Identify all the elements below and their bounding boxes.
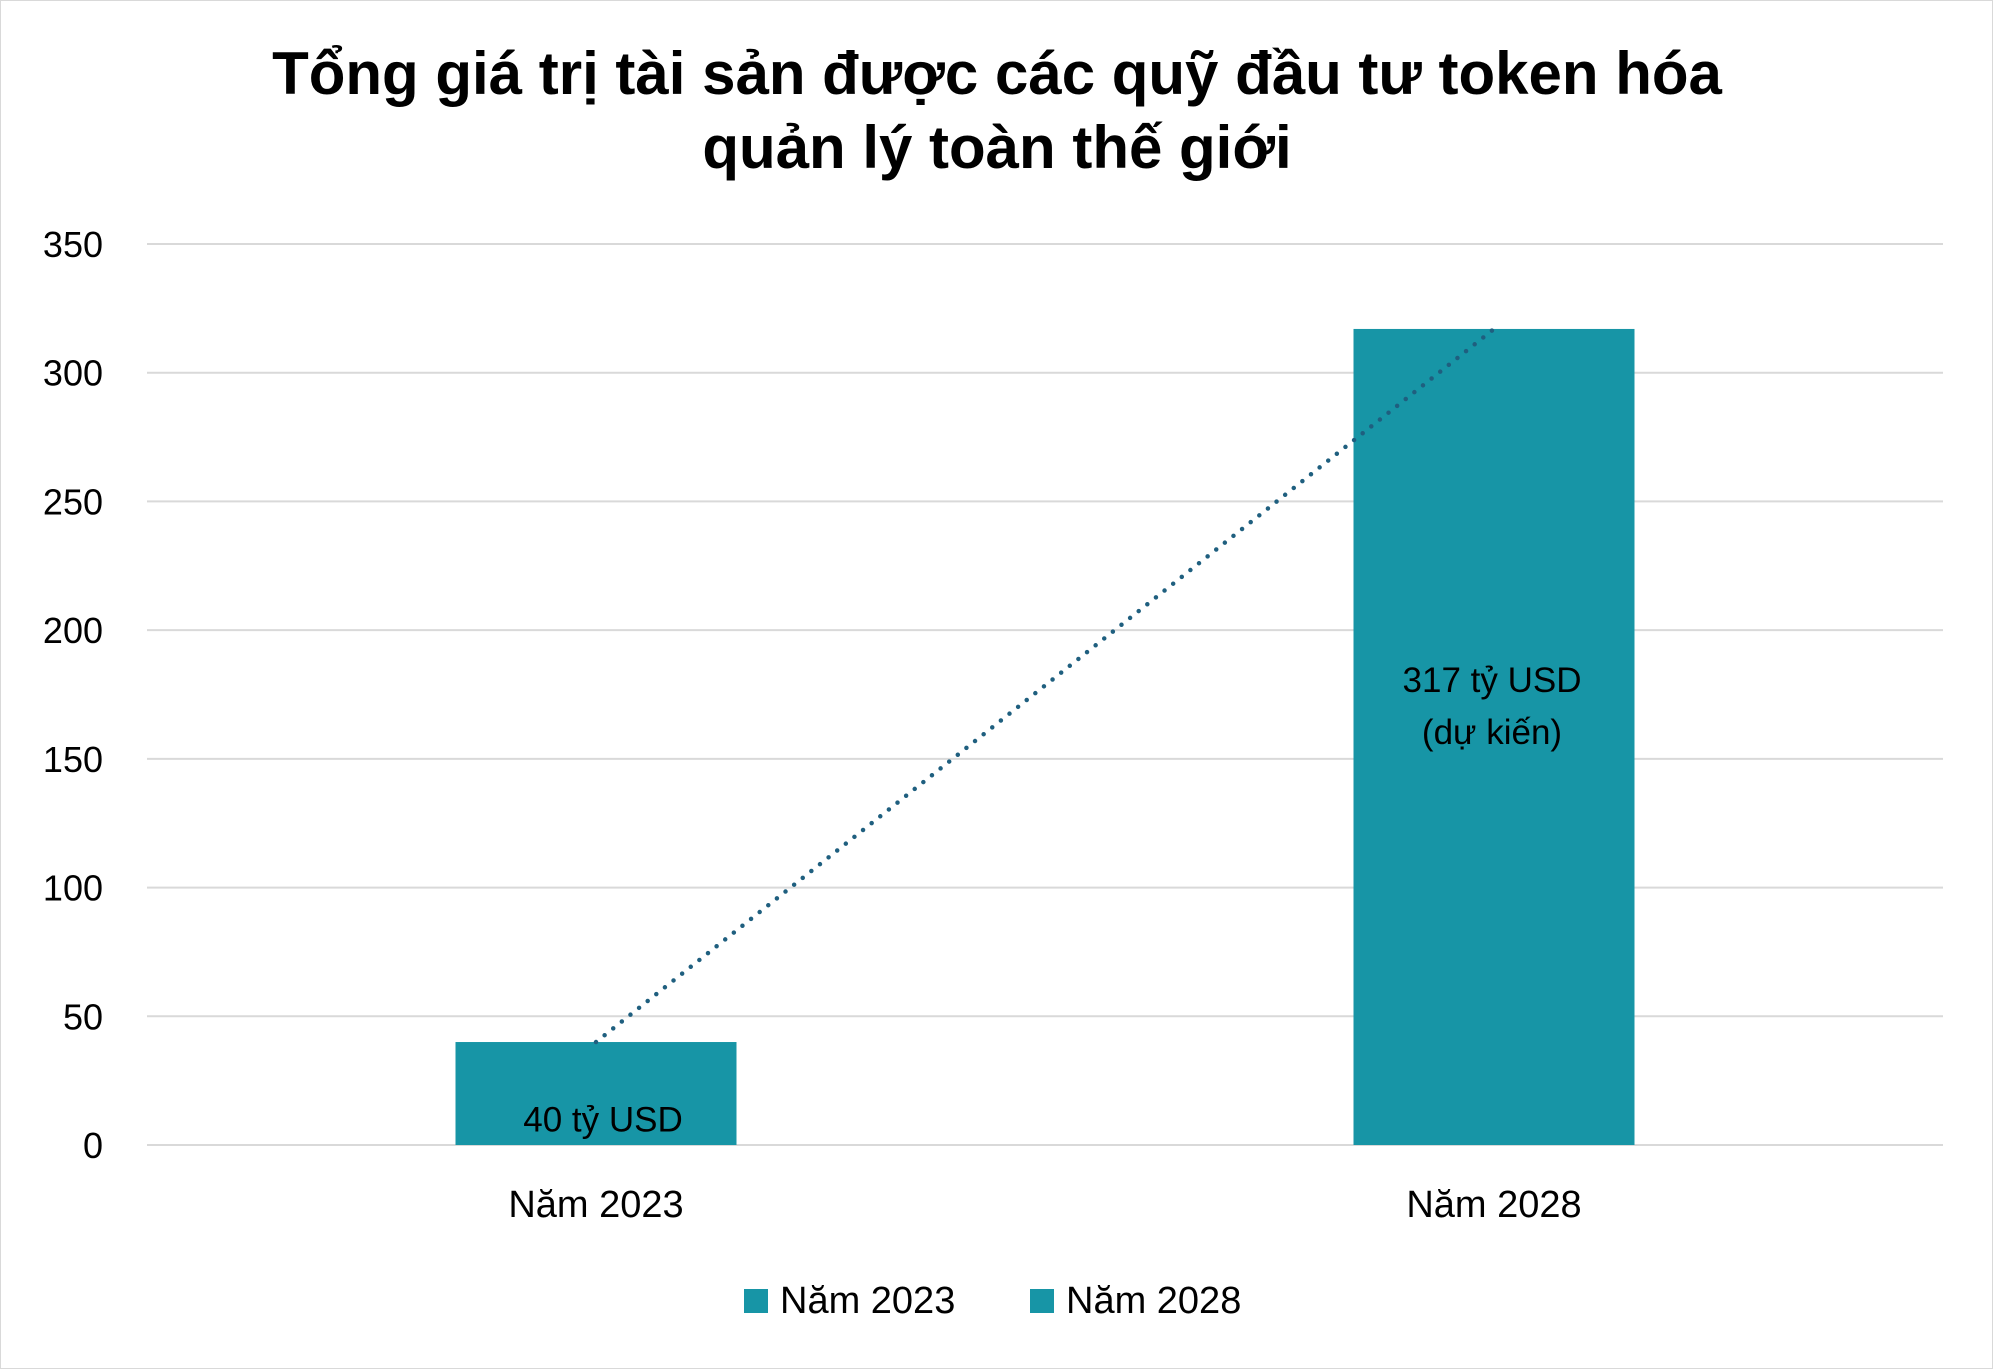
bars	[455, 328, 1635, 1145]
y-tick-label: 50	[63, 996, 103, 1037]
trendline-path	[593, 326, 1497, 1045]
x-tick-label: Năm 2028	[1406, 1184, 1581, 1226]
y-tick-label: 0	[83, 1125, 103, 1166]
x-tick-label: Năm 2023	[508, 1184, 683, 1226]
trendline	[593, 326, 1497, 1045]
y-tick-label: 300	[43, 353, 103, 394]
data-label: (dự kiến)	[1422, 713, 1562, 752]
chart-title-line-1: Tổng giá trị tài sản được các quỹ đầu tư…	[272, 40, 1722, 107]
y-tick-label: 100	[43, 868, 103, 909]
y-axis-ticks: 0 50 100 150 200 250 300 350	[43, 224, 103, 1166]
bar-2	[1353, 328, 1635, 1145]
legend-swatch	[1030, 1289, 1054, 1313]
legend-swatch	[744, 1289, 768, 1313]
y-tick-label: 250	[43, 481, 103, 522]
data-labels: 40 tỷ USD 317 tỷ USD (dự kiến)	[523, 661, 1581, 1140]
legend-label: Năm 2023	[780, 1280, 955, 1322]
chart-title-line-2: quản lý toàn thế giới	[702, 114, 1291, 181]
gridlines	[147, 243, 1943, 1146]
bar-1	[455, 1042, 737, 1145]
y-tick-label: 350	[43, 224, 103, 265]
legend-label: Năm 2028	[1066, 1280, 1241, 1322]
data-label: 317 tỷ USD	[1403, 661, 1582, 700]
y-tick-label: 200	[43, 610, 103, 651]
y-tick-label: 150	[43, 739, 103, 780]
x-axis-ticks: Năm 2023 Năm 2028	[508, 1184, 1581, 1226]
data-label: 40 tỷ USD	[523, 1101, 683, 1140]
legend: Năm 2023 Năm 2028	[744, 1280, 1241, 1322]
